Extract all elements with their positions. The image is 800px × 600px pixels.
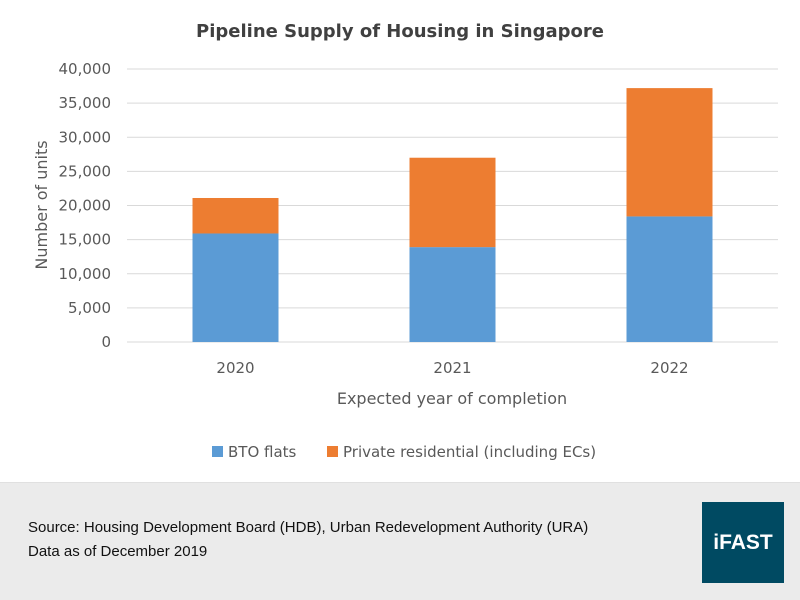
stacked-bar-chart: Pipeline Supply of Housing in Singapore … <box>32 21 778 461</box>
y-tick-label: 20,000 <box>59 197 112 215</box>
bar-bto-2021 <box>409 247 496 342</box>
data-date-text: Data as of December 2019 <box>28 543 208 560</box>
legend-swatch <box>212 446 223 457</box>
y-tick-label: 30,000 <box>59 128 112 146</box>
legend-label: BTO flats <box>228 443 297 461</box>
legend-label: Private residential (including ECs) <box>343 443 596 461</box>
y-tick-label: 0 <box>101 333 111 351</box>
chart-title: Pipeline Supply of Housing in Singapore <box>196 21 604 42</box>
y-tick-label: 5,000 <box>68 299 111 317</box>
y-tick-label: 25,000 <box>59 162 112 180</box>
x-tick-label: 2020 <box>216 359 254 377</box>
x-tick-label: 2022 <box>650 359 688 377</box>
bar-bto-2022 <box>626 216 713 342</box>
footer: Source: Housing Development Board (HDB),… <box>0 483 800 600</box>
legend-swatch <box>327 446 338 457</box>
bar-private-2021 <box>409 157 496 248</box>
y-tick-label: 35,000 <box>59 94 112 112</box>
x-axis-label: Expected year of completion <box>337 389 567 408</box>
bar-bto-2020 <box>192 233 279 342</box>
bars <box>192 88 713 342</box>
y-tick-label: 40,000 <box>59 60 112 78</box>
y-tick-label: 15,000 <box>59 231 112 249</box>
y-axis-label: Number of units <box>32 140 51 269</box>
ifast-logo: iFAST <box>702 502 784 583</box>
source-text: Source: Housing Development Board (HDB),… <box>28 519 589 536</box>
bar-private-2020 <box>192 197 279 234</box>
x-tick-label: 2021 <box>433 359 471 377</box>
y-axis-ticks: 0 5,000 10,000 15,000 20,000 25,000 30,000 35,0… <box>59 60 112 351</box>
legend: BTO flats Private residential (including … <box>212 443 596 461</box>
y-tick-label: 10,000 <box>59 265 112 283</box>
bar-private-2022 <box>626 88 713 217</box>
x-axis-ticks: 2020 2021 2022 <box>216 359 688 377</box>
chart-area: Pipeline Supply of Housing in Singapore … <box>0 21 800 483</box>
